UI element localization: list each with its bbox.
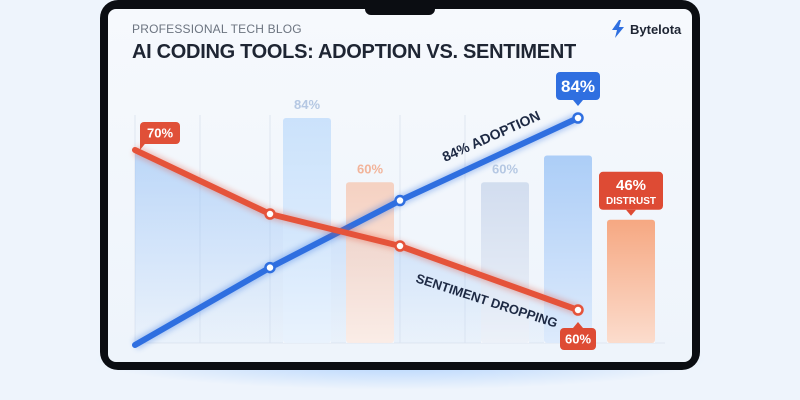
data-point [394,194,406,207]
sentiment-start-callout [140,122,180,144]
bar-value-label: 46% [616,177,646,194]
bar-sublabel: DISTRUST [606,196,656,207]
bar-value-label: 84% [294,97,320,112]
brand-name: Bytelota [630,21,682,37]
bar-fade [544,155,592,343]
chart-title: AI CODING TOOLS: ADOPTION VS. SENTIMENT [132,41,576,63]
bolt-logo-icon [612,20,624,38]
brand-logo: Bytelota [610,20,681,38]
callout-pointer [626,209,636,216]
bar-fade [607,219,655,343]
data-point [572,112,584,124]
data-point [264,208,276,220]
camera-notch [365,0,435,15]
sentiment-end-callout-text: 60% [565,332,591,347]
data-point [572,304,584,316]
sentiment-end-callout [560,328,596,350]
blog-kicker: PROFESSIONAL TECH BLOG [132,22,302,36]
distrust-callout [599,171,663,210]
data-point [394,240,406,252]
bar-fade [481,182,529,343]
data-point [264,261,276,274]
bar-value-label: 60% [492,161,518,176]
callout-pointer [140,140,148,150]
bar-value-label: 60% [357,161,383,176]
callout-pointer [573,322,583,328]
series-line [132,147,581,313]
sentiment-start-callout-text: 70% [147,126,173,141]
adoption-end-callout [556,72,600,100]
adoption-end-callout-text: 84% [561,77,595,96]
callout-pointer [573,100,583,106]
